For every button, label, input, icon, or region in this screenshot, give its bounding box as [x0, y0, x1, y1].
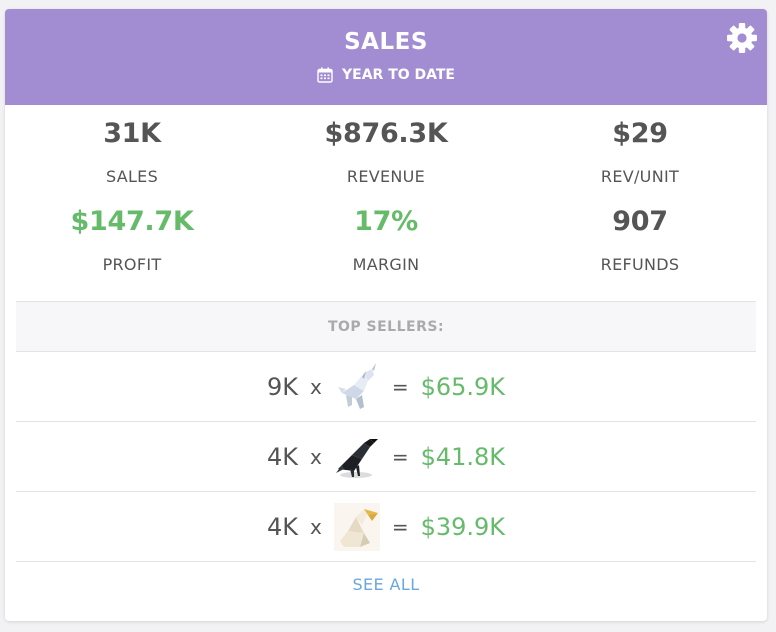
stat-value: 907 — [612, 206, 668, 237]
gear-icon[interactable] — [725, 21, 759, 55]
stat-refunds: 907 REFUNDS — [513, 206, 767, 274]
seller-quantity: 4K — [266, 442, 298, 471]
sales-card: SALES YEAR TO DATE — [5, 9, 767, 621]
period-selector[interactable]: YEAR TO DATE — [5, 67, 767, 83]
see-all-link[interactable]: SEE ALL — [352, 575, 420, 594]
stat-value: $29 — [612, 118, 668, 149]
origami-unicorn-thumbnail[interactable] — [334, 362, 380, 411]
stats-grid: 31K SALES $876.3K REVENUE $29 REV/UNIT $… — [5, 105, 767, 299]
stat-value: 17% — [354, 206, 418, 237]
stat-label: REFUNDS — [600, 255, 680, 274]
equals-sign: = — [391, 444, 409, 469]
stat-value: 31K — [103, 118, 161, 149]
stat-sales: 31K SALES — [5, 118, 259, 186]
stat-profit: $147.7K PROFIT — [5, 206, 259, 274]
calendar-icon — [317, 67, 333, 83]
stat-label: REVENUE — [346, 167, 426, 186]
card-title: SALES — [344, 29, 428, 55]
equals-sign: = — [391, 374, 409, 399]
card-header: SALES YEAR TO DATE — [5, 9, 767, 105]
seller-revenue: $39.9K — [420, 512, 506, 541]
seller-quantity: 4K — [266, 512, 298, 541]
origami-crow-thumbnail[interactable] — [334, 433, 380, 481]
times-sign: x — [309, 444, 322, 469]
stat-label: MARGIN — [352, 255, 420, 274]
times-sign: x — [309, 374, 322, 399]
stat-label: REV/UNIT — [600, 167, 680, 186]
stat-label: SALES — [105, 167, 159, 186]
top-seller-row[interactable]: 4K x = $41.8K — [16, 422, 756, 492]
stat-label: PROFIT — [102, 255, 162, 274]
stat-revenue: $876.3K REVENUE — [259, 118, 513, 186]
top-seller-row[interactable]: 9K x = $65.9K — [16, 352, 756, 422]
stat-rev-per-unit: $29 REV/UNIT — [513, 118, 767, 186]
origami-pelican-thumbnail[interactable] — [333, 502, 380, 551]
times-sign: x — [309, 514, 322, 539]
top-seller-row[interactable]: 4K x = $39.9K — [16, 492, 756, 562]
stat-margin: 17% MARGIN — [259, 206, 513, 274]
seller-revenue: $65.9K — [420, 372, 506, 401]
seller-revenue: $41.8K — [420, 442, 506, 471]
stat-value: $876.3K — [324, 118, 448, 149]
equals-sign: = — [391, 514, 409, 539]
stat-value: $147.7K — [70, 206, 194, 237]
seller-quantity: 9K — [266, 372, 298, 401]
top-sellers-heading: TOP SELLERS: — [16, 301, 756, 352]
period-label: YEAR TO DATE — [342, 67, 455, 83]
